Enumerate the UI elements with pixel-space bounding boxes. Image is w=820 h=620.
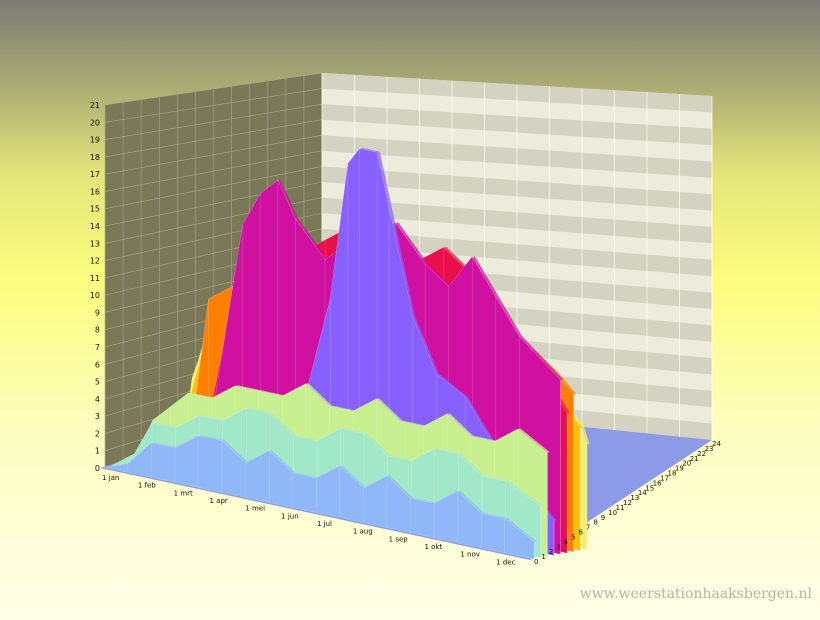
y-tick-label: 6 (95, 360, 100, 369)
z-tick-label: 15 (645, 484, 654, 492)
z-tick-label: 4 (564, 538, 569, 546)
z-tick-label: 0 (534, 558, 538, 566)
y-tick-label: 10 (90, 291, 100, 300)
z-tick-label: 23 (705, 445, 714, 453)
y-tick-label: 14 (90, 222, 100, 231)
y-tick-label: 13 (90, 239, 100, 248)
y-tick-label: 19 (90, 136, 100, 145)
z-tick-label: 12 (623, 499, 632, 507)
y-tick-label: 16 (90, 187, 100, 196)
x-tick-label: 1 apr (210, 497, 228, 505)
z-tick-label: 17 (660, 474, 669, 482)
z-tick-label: 13 (630, 494, 639, 502)
x-tick-label: 1 sep (389, 535, 409, 543)
x-tick-label: 1 mei (245, 505, 265, 513)
z-tick-label: 22 (697, 450, 706, 458)
z-tick-label: 6 (579, 529, 584, 537)
y-tick-label: 20 (90, 118, 100, 127)
y-tick-label: 4 (95, 395, 100, 404)
z-tick-label: 2 (549, 548, 553, 556)
watermark: www.weerstationhaaksbergen.nl (579, 586, 812, 602)
z-tick-label: 24 (712, 440, 721, 448)
z-tick-label: 19 (675, 465, 684, 473)
z-tick-label: 3 (556, 543, 560, 551)
y-tick-label: 21 (90, 101, 100, 110)
series-area (104, 435, 535, 560)
x-tick-label: 1 jul (317, 520, 332, 528)
y-tick-label: 15 (90, 205, 100, 214)
y-tick-label: 2 (95, 429, 100, 438)
z-tick-label: 9 (601, 514, 605, 522)
series-group (104, 147, 590, 560)
y-tick-label: 5 (95, 378, 100, 387)
x-tick-label: 1 aug (353, 528, 373, 536)
y-tick-label: 3 (95, 412, 100, 421)
y-tick-label: 8 (95, 326, 100, 335)
z-tick-label: 21 (690, 455, 699, 463)
z-tick-label: 20 (682, 460, 691, 468)
z-tick-label: 8 (593, 519, 597, 527)
y-tick-label: 1 (95, 447, 100, 456)
y-tick-label: 11 (90, 274, 100, 283)
x-tick-label: 1 feb (138, 482, 156, 490)
x-tick-label: 1 jan (102, 474, 119, 482)
y-tick-label: 0 (95, 464, 100, 473)
x-tick-label: 1 okt (425, 543, 443, 551)
z-tick-label: 11 (616, 504, 625, 512)
z-tick-label: 10 (608, 509, 617, 517)
z-tick-label: 7 (586, 524, 590, 532)
y-tick-label: 9 (95, 308, 100, 317)
y-tick-label: 18 (90, 153, 100, 162)
z-tick-label: 5 (571, 533, 575, 541)
x-tick-label: 1 jun (281, 512, 299, 520)
z-tick-label: 16 (653, 479, 662, 487)
z-tick-label: 1 (541, 553, 545, 561)
y-tick-label: 7 (95, 343, 100, 352)
x-tick-label: 1 nov (460, 551, 480, 559)
x-tick-label: 1 dec (496, 558, 515, 566)
y-tick-label: 12 (90, 257, 100, 266)
y-tick-label: 17 (90, 170, 100, 179)
x-tick-label: 1 mrt (174, 489, 193, 497)
z-tick-label: 18 (668, 470, 677, 478)
z-tick-label: 14 (638, 489, 647, 497)
